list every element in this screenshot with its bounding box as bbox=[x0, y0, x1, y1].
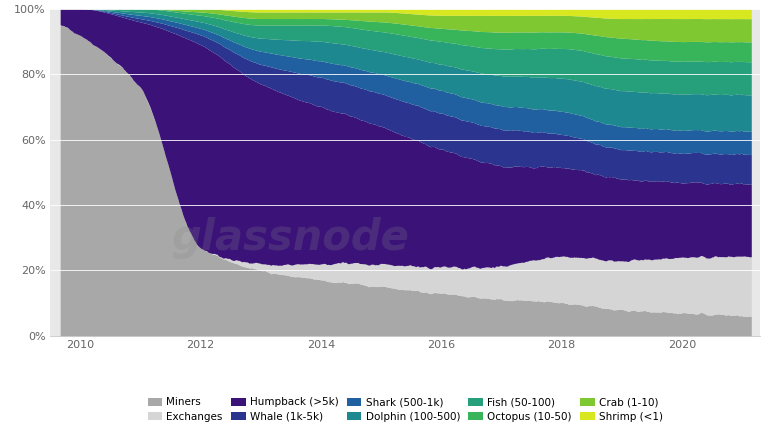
Legend: Miners, Exchanges, Humpback (>5k), Whale (1k-5k), Shark (500-1k), Dolphin (100-5: Miners, Exchanges, Humpback (>5k), Whale… bbox=[144, 393, 667, 426]
Text: glassnode: glassnode bbox=[170, 217, 409, 259]
